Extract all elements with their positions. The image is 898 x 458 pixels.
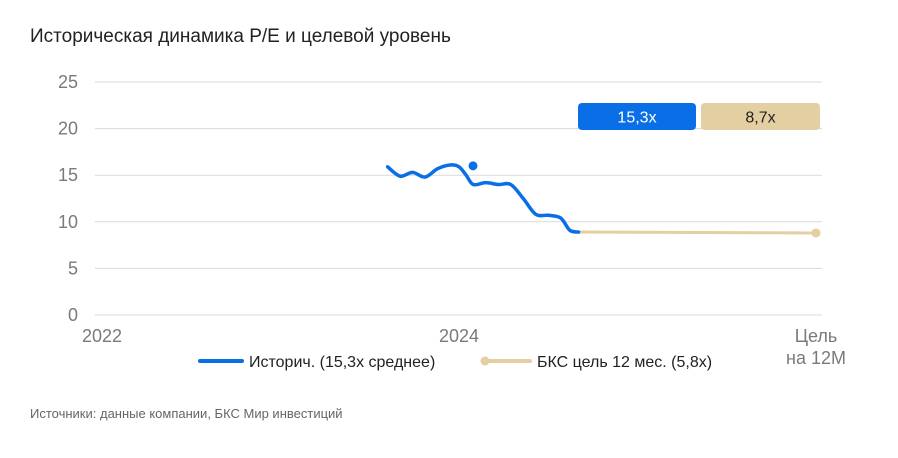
x-axis-ticks: 2022 2024 Цель на 12M xyxy=(82,326,846,368)
x-tick-label: 2022 xyxy=(82,326,122,346)
target-series-line xyxy=(577,230,818,235)
legend-label-historical: Историч. (15,3x среднее) xyxy=(249,354,435,371)
legend: Историч. (15,3x среднее) БКС цель 12 мес.… xyxy=(198,354,712,371)
chart-title: Историческая динамика P/E и целевой уров… xyxy=(30,26,451,47)
x-tick-label: Цель на 12M xyxy=(786,326,846,368)
y-tick-label: 5 xyxy=(68,258,78,278)
value-badge-bg xyxy=(578,103,696,130)
y-tick-label: 0 xyxy=(68,305,78,325)
value-badge-bg xyxy=(701,103,820,130)
historical-highlight-point xyxy=(468,161,478,171)
y-tick-label: 15 xyxy=(58,165,78,185)
y-tick-label: 20 xyxy=(58,119,78,139)
legend-label-target: БКС цель 12 мес. (5,8x) xyxy=(537,354,712,371)
y-axis-ticks: 0 5 10 15 20 25 xyxy=(58,72,78,325)
source-note: Источники: данные компании, БКС Мир инве… xyxy=(30,406,343,421)
y-tick-label: 25 xyxy=(58,72,78,92)
value-badge-label: 15,3x xyxy=(617,110,656,127)
x-tick-label: 2024 xyxy=(439,326,479,346)
value-badge-label: 8,7x xyxy=(745,110,775,127)
value-badges: 15,3x 8,7x xyxy=(578,103,820,130)
grid-lines xyxy=(95,81,822,316)
series-lines xyxy=(385,161,821,238)
y-tick-label: 10 xyxy=(58,212,78,232)
legend-swatch-target-dot xyxy=(480,356,490,366)
historical-series-line xyxy=(385,163,581,234)
target-end-point xyxy=(811,228,821,238)
